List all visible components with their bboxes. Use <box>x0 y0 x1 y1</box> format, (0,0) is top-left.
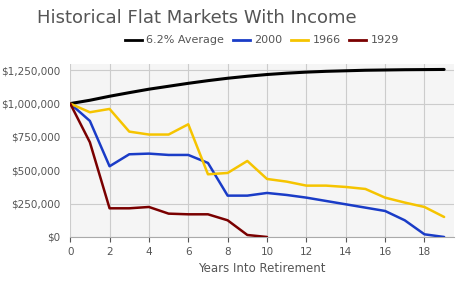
1929 <box>185 213 191 216</box>
2000 <box>402 218 408 222</box>
6.2% Average <box>441 68 447 71</box>
Line: 6.2% Average: 6.2% Average <box>70 69 444 103</box>
6.2% Average <box>185 81 191 85</box>
1929 <box>67 102 73 105</box>
1966 <box>264 177 270 181</box>
1966 <box>67 102 73 105</box>
2000 <box>363 206 368 209</box>
6.2% Average <box>402 68 408 71</box>
2000 <box>146 152 152 155</box>
2000 <box>304 196 309 199</box>
2000 <box>185 153 191 157</box>
6.2% Average <box>422 68 427 71</box>
1966 <box>343 185 349 189</box>
1929 <box>146 205 152 209</box>
1966 <box>244 159 250 163</box>
6.2% Average <box>107 95 112 98</box>
1966 <box>225 171 230 175</box>
2000 <box>441 235 447 239</box>
1966 <box>126 130 132 133</box>
1929 <box>244 233 250 237</box>
Line: 1966: 1966 <box>70 103 444 217</box>
6.2% Average <box>166 84 171 88</box>
6.2% Average <box>87 99 93 102</box>
6.2% Average <box>146 88 152 91</box>
2000 <box>205 161 211 165</box>
1966 <box>166 133 171 136</box>
6.2% Average <box>225 77 230 80</box>
2000 <box>382 209 388 213</box>
1929 <box>205 213 211 216</box>
1929 <box>225 218 230 222</box>
2000 <box>225 194 230 197</box>
6.2% Average <box>323 70 329 73</box>
1966 <box>382 196 388 199</box>
1929 <box>166 212 171 215</box>
6.2% Average <box>284 71 290 75</box>
1929 <box>126 207 132 210</box>
1966 <box>422 205 427 209</box>
X-axis label: Years Into Retirement: Years Into Retirement <box>198 262 326 275</box>
2000 <box>264 191 270 195</box>
1966 <box>146 133 152 136</box>
2000 <box>422 233 427 236</box>
1966 <box>402 201 408 204</box>
1966 <box>441 215 447 219</box>
Legend: 6.2% Average, 2000, 1966, 1929: 6.2% Average, 2000, 1966, 1929 <box>121 31 403 50</box>
1966 <box>185 123 191 126</box>
2000 <box>107 164 112 168</box>
6.2% Average <box>343 69 349 73</box>
Line: 1929: 1929 <box>70 103 267 237</box>
6.2% Average <box>264 73 270 76</box>
2000 <box>343 203 349 206</box>
1966 <box>363 187 368 191</box>
2000 <box>244 194 250 197</box>
6.2% Average <box>382 68 388 72</box>
1966 <box>304 184 309 187</box>
2000 <box>284 193 290 197</box>
6.2% Average <box>67 102 73 105</box>
1966 <box>323 184 329 187</box>
6.2% Average <box>244 75 250 78</box>
1966 <box>205 173 211 176</box>
Text: Historical Flat Markets With Income: Historical Flat Markets With Income <box>37 9 357 27</box>
6.2% Average <box>363 68 368 72</box>
1929 <box>87 140 93 144</box>
6.2% Average <box>126 91 132 95</box>
2000 <box>67 102 73 105</box>
1966 <box>107 107 112 111</box>
1966 <box>284 180 290 183</box>
2000 <box>166 153 171 157</box>
6.2% Average <box>304 71 309 74</box>
1929 <box>264 235 270 239</box>
1966 <box>87 110 93 114</box>
6.2% Average <box>205 79 211 82</box>
Line: 2000: 2000 <box>70 103 444 237</box>
1929 <box>107 207 112 210</box>
2000 <box>87 119 93 123</box>
2000 <box>126 153 132 156</box>
2000 <box>323 199 329 203</box>
